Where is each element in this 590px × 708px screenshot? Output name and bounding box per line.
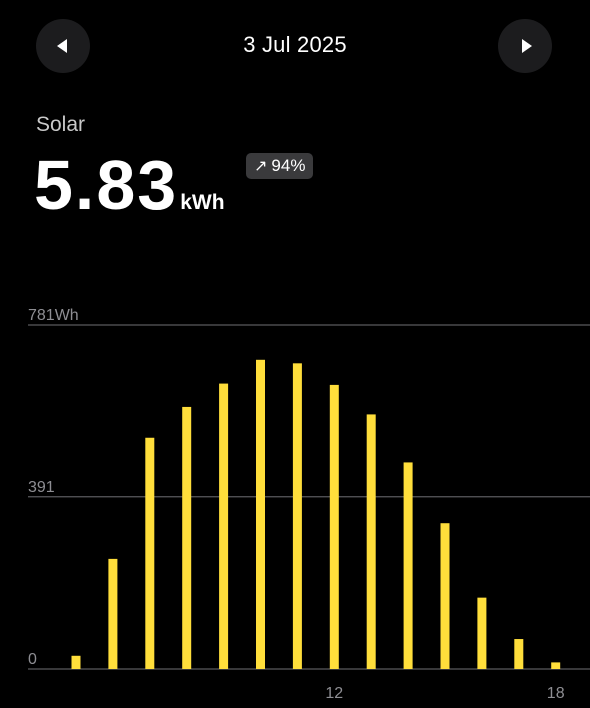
y-tick-label: 0 xyxy=(28,651,37,668)
arrow-up-right-icon: ↗ xyxy=(254,158,268,175)
bar-hour-10[interactable] xyxy=(256,359,265,669)
chevron-left-icon xyxy=(56,39,67,53)
y-tick-label: 391 xyxy=(28,479,55,496)
date-label: 3 Jul 2025 xyxy=(243,32,347,57)
metric-label: Solar xyxy=(36,113,86,136)
bar-hour-7[interactable] xyxy=(145,437,155,669)
bar-hour-6[interactable] xyxy=(108,558,118,669)
metric-value: 5.83 kWh xyxy=(34,150,225,220)
bar-hour-12[interactable] xyxy=(329,384,339,669)
change-badge: ↗ 94% xyxy=(246,153,314,179)
chevron-right-icon xyxy=(521,39,532,53)
bar-hour-18[interactable] xyxy=(551,662,561,669)
bar-hour-9[interactable] xyxy=(219,383,229,669)
bar-hour-14[interactable] xyxy=(403,462,413,669)
change-value: 94% xyxy=(271,156,306,175)
metric-number: 5.83 xyxy=(34,146,179,224)
bar-hour-5[interactable] xyxy=(71,655,81,669)
previous-day-button[interactable] xyxy=(36,19,90,73)
next-day-button[interactable] xyxy=(498,19,552,73)
bar-hour-11[interactable] xyxy=(292,363,302,669)
bar-hour-13[interactable] xyxy=(366,414,376,669)
bar-hour-17[interactable] xyxy=(514,639,524,669)
x-tick-label: 12 xyxy=(325,685,343,702)
bar-hour-8[interactable] xyxy=(182,406,192,669)
x-tick-label: 18 xyxy=(547,685,565,702)
y-tick-label: 781Wh xyxy=(28,307,79,324)
bar-hour-16[interactable] xyxy=(477,597,487,669)
metric-unit: kWh xyxy=(180,191,225,214)
bar-hour-15[interactable] xyxy=(440,523,450,669)
